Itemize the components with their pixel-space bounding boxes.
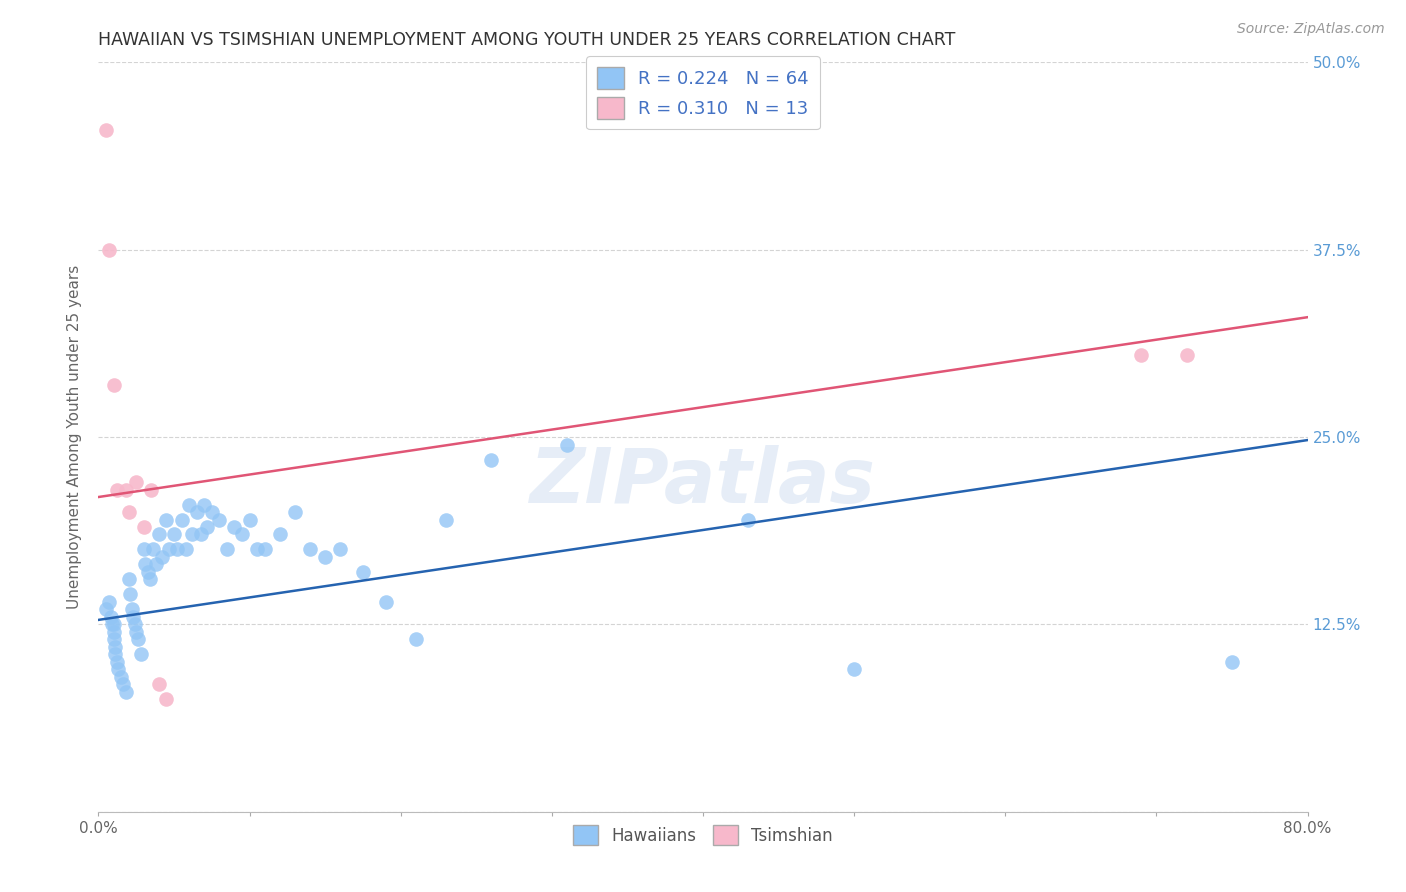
Point bbox=[174, 542, 197, 557]
Point bbox=[253, 542, 276, 557]
Point bbox=[374, 595, 396, 609]
Point bbox=[481, 452, 503, 467]
Point bbox=[555, 437, 578, 451]
Point bbox=[181, 527, 204, 541]
Point bbox=[269, 527, 291, 541]
Point bbox=[125, 475, 148, 489]
Legend: Hawaiians, Tsimshian: Hawaiians, Tsimshian bbox=[567, 819, 839, 852]
Point bbox=[155, 692, 177, 706]
Point bbox=[103, 377, 125, 392]
Text: ZIPatlas: ZIPatlas bbox=[530, 445, 876, 519]
Point bbox=[201, 505, 224, 519]
Point bbox=[142, 542, 165, 557]
Point bbox=[246, 542, 269, 557]
Point bbox=[94, 123, 117, 137]
Point bbox=[111, 677, 134, 691]
Point bbox=[98, 243, 121, 257]
Point bbox=[150, 549, 173, 564]
Point bbox=[124, 617, 146, 632]
Point bbox=[101, 617, 124, 632]
Point bbox=[224, 520, 246, 534]
Point bbox=[159, 542, 181, 557]
Point bbox=[134, 558, 156, 572]
Point bbox=[107, 662, 129, 676]
Point bbox=[329, 542, 352, 557]
Point bbox=[104, 640, 127, 654]
Point bbox=[114, 685, 136, 699]
Point bbox=[170, 512, 193, 526]
Text: HAWAIIAN VS TSIMSHIAN UNEMPLOYMENT AMONG YOUTH UNDER 25 YEARS CORRELATION CHART: HAWAIIAN VS TSIMSHIAN UNEMPLOYMENT AMONG… bbox=[98, 31, 956, 49]
Point bbox=[299, 542, 322, 557]
Point bbox=[94, 602, 117, 616]
Point bbox=[103, 624, 125, 639]
Point bbox=[190, 527, 212, 541]
Point bbox=[125, 624, 148, 639]
Point bbox=[193, 498, 215, 512]
Point bbox=[105, 655, 128, 669]
Point bbox=[100, 610, 122, 624]
Point bbox=[208, 512, 231, 526]
Point bbox=[121, 602, 143, 616]
Point bbox=[136, 565, 159, 579]
Point bbox=[195, 520, 218, 534]
Point bbox=[239, 512, 262, 526]
Point bbox=[145, 558, 167, 572]
Point bbox=[103, 632, 125, 647]
Point bbox=[434, 512, 457, 526]
Point bbox=[179, 498, 201, 512]
Text: Source: ZipAtlas.com: Source: ZipAtlas.com bbox=[1237, 22, 1385, 37]
Point bbox=[122, 610, 145, 624]
Point bbox=[231, 527, 253, 541]
Point bbox=[155, 512, 177, 526]
Point bbox=[163, 527, 186, 541]
Point bbox=[103, 617, 125, 632]
Point bbox=[284, 505, 307, 519]
Y-axis label: Unemployment Among Youth under 25 years: Unemployment Among Youth under 25 years bbox=[67, 265, 83, 609]
Point bbox=[110, 670, 132, 684]
Point bbox=[141, 483, 163, 497]
Point bbox=[166, 542, 188, 557]
Point bbox=[186, 505, 208, 519]
Point bbox=[314, 549, 336, 564]
Point bbox=[737, 512, 759, 526]
Point bbox=[148, 527, 170, 541]
Point bbox=[118, 505, 141, 519]
Point bbox=[148, 677, 170, 691]
Point bbox=[104, 648, 127, 662]
Point bbox=[127, 632, 149, 647]
Point bbox=[1220, 655, 1243, 669]
Point bbox=[352, 565, 374, 579]
Point bbox=[139, 573, 162, 587]
Point bbox=[98, 595, 121, 609]
Point bbox=[114, 483, 136, 497]
Point bbox=[132, 542, 155, 557]
Point bbox=[132, 520, 155, 534]
Point bbox=[1175, 348, 1198, 362]
Point bbox=[118, 573, 141, 587]
Point bbox=[405, 632, 427, 647]
Point bbox=[844, 662, 866, 676]
Point bbox=[129, 648, 152, 662]
Point bbox=[215, 542, 238, 557]
Point bbox=[120, 587, 142, 601]
Point bbox=[1130, 348, 1153, 362]
Point bbox=[105, 483, 128, 497]
